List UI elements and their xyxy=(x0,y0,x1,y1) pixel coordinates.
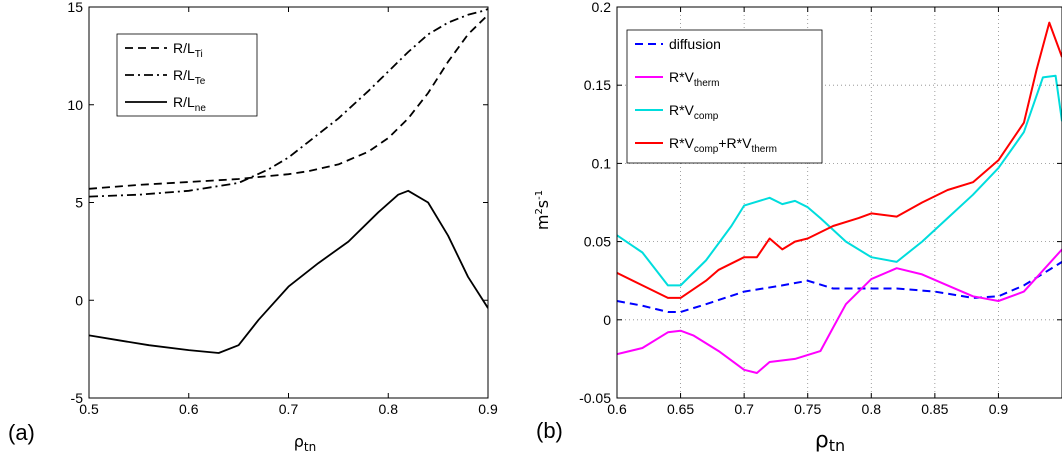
y-tick-label: -0.05 xyxy=(579,390,611,406)
legend-label-text: R/L xyxy=(173,67,195,83)
panel-a-x-axis-label: ρtn xyxy=(294,432,316,454)
y-tick-label: 15 xyxy=(67,0,83,15)
x-tick-label: 0.9 xyxy=(989,401,1009,417)
x-tick-label: 0.8 xyxy=(862,401,882,417)
y-tick-label: 0 xyxy=(603,312,611,328)
y-tick-label: 0 xyxy=(75,292,83,308)
series-line-1 xyxy=(617,261,1062,313)
panel-b-plot-area xyxy=(617,21,1062,374)
panel-b-chart: (b) 0.6 0.65 0.7 0.75 0.8 0.85 0.9-0.0500.050.… xyxy=(533,0,1062,455)
panel-b-x-axis-label: ρtn xyxy=(815,428,845,455)
legend-label-subscript: comp xyxy=(694,111,719,122)
x-tick-label: 0.8 xyxy=(379,401,399,417)
legend-label-text: R*V xyxy=(669,69,695,85)
panel-b-y-axis-label: m2s-1 xyxy=(533,190,552,230)
legend-box xyxy=(626,29,823,164)
legend-label-text: R/L xyxy=(173,94,195,110)
legend-label-subscript: ne xyxy=(195,103,207,114)
legend-label-text: R*V xyxy=(669,135,695,151)
series-line-3 xyxy=(89,189,488,354)
panel-b-axes: 0.6 0.65 0.7 0.75 0.8 0.85 0.9 -0.05 0 0.05 0.1 0.1… xyxy=(579,0,1062,417)
legend-label-2: R*Vtherm xyxy=(669,69,719,89)
legend-label-1: diffusion xyxy=(669,36,721,52)
panel-a-plot-area xyxy=(89,8,488,354)
panel-a-label: (a) xyxy=(8,420,35,445)
legend-label-subscript: comp xyxy=(694,144,719,155)
x-tick-label: 0.7 xyxy=(734,401,754,417)
series-line-2 xyxy=(617,248,1062,374)
legend-label-subscript: Te xyxy=(195,76,206,87)
legend-label-tail: +R*V xyxy=(718,135,752,151)
legend-label-3: R*Vcomp xyxy=(669,102,719,122)
y-tick-label: 0.15 xyxy=(584,77,611,93)
y-tick-label: 0.05 xyxy=(584,234,611,250)
x-tick-label: 0.85 xyxy=(921,401,948,417)
axes-frame xyxy=(616,6,1062,399)
legend-label-text: R*V xyxy=(669,102,695,118)
legend-label-1: R/LTi xyxy=(173,40,203,60)
series-line-2 xyxy=(89,8,488,198)
y-tick-label: -5 xyxy=(71,390,84,406)
legend-label-4: R*Vcomp+R*Vtherm xyxy=(669,135,777,155)
x-tick-label: 0.6 xyxy=(179,401,199,417)
legend-label-subscript: Ti xyxy=(195,49,203,60)
x-tick-label: 0.75 xyxy=(794,401,821,417)
y-tick-label: 0.1 xyxy=(592,155,612,171)
y-tick-label: 10 xyxy=(67,97,83,113)
legend-label-text: R/L xyxy=(173,40,195,56)
legend-label-3: R/Lne xyxy=(173,94,206,114)
legend-label-2: R/LTe xyxy=(173,67,206,87)
panel-b-label: (b) xyxy=(536,418,563,443)
legend-label-tail-subscript: therm xyxy=(751,144,777,155)
legend-label-subscript: therm xyxy=(694,78,720,89)
panel-a-axes: 0.5 0.6 0.7 0.8 0.9 -5 0 5 10 15 xyxy=(67,0,498,417)
series-line-4 xyxy=(617,21,1062,299)
legend-label-text: diffusion xyxy=(669,36,721,52)
series-line-3 xyxy=(617,74,1062,287)
x-tick-label: 0.9 xyxy=(478,401,498,417)
x-tick-label: 0.65 xyxy=(667,401,694,417)
y-tick-label: 5 xyxy=(75,195,83,211)
x-tick-label: 0.7 xyxy=(279,401,299,417)
x-tick-label: 0.5 xyxy=(79,401,99,417)
y-tick-label: 0.2 xyxy=(592,0,612,15)
series-line-1 xyxy=(89,14,488,190)
x-tick-label: 0.6 xyxy=(607,401,627,417)
